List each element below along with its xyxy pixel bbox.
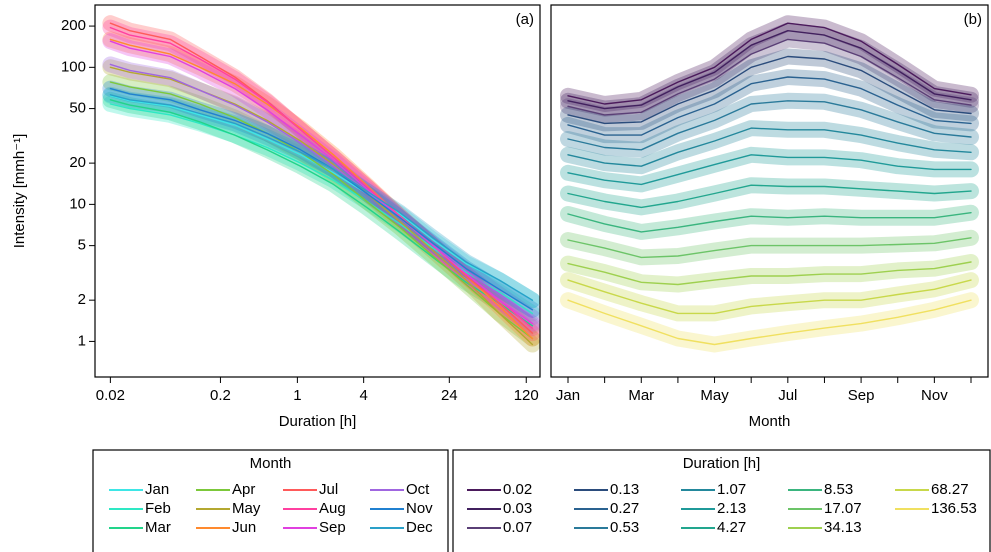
y-tick-label: 10 xyxy=(69,195,86,212)
x-tick-label: Sep xyxy=(848,387,875,404)
plot-frame xyxy=(94,4,541,378)
series-line xyxy=(567,55,972,125)
legend-box xyxy=(92,449,449,552)
series-line xyxy=(567,22,972,105)
legend-label: 0.03 xyxy=(503,500,532,517)
y-tick-label: 50 xyxy=(69,100,86,117)
legend-label: 1.07 xyxy=(717,481,746,498)
series-line xyxy=(567,237,972,259)
series-line xyxy=(567,100,972,151)
legend-label: 8.53 xyxy=(824,481,853,498)
legend-label: Dec xyxy=(406,519,433,536)
y-tick-label: 100 xyxy=(61,58,86,75)
legend-title: Duration [h] xyxy=(683,455,761,472)
plot-frame xyxy=(550,4,989,378)
y-tick-label: 5 xyxy=(78,237,86,254)
legend-label: Apr xyxy=(232,481,255,498)
legend-label: Sep xyxy=(319,519,346,536)
panel-label: (a) xyxy=(516,11,534,28)
series-line xyxy=(109,87,534,311)
legend-label: Feb xyxy=(145,500,171,517)
legend-label: 0.27 xyxy=(610,500,639,517)
series-line xyxy=(109,81,534,340)
x-tick-label: 0.02 xyxy=(96,387,125,404)
legend-label: Jan xyxy=(145,481,169,498)
y-axis-label: Intensity [mmh⁻¹] xyxy=(11,134,28,249)
legend-label: 0.53 xyxy=(610,519,639,536)
y-tick-label: 1 xyxy=(78,332,86,349)
x-tick-label: Jul xyxy=(778,387,797,404)
x-tick-label: Nov xyxy=(921,387,948,404)
legend-label: Mar xyxy=(145,519,171,536)
legend-label: 0.07 xyxy=(503,519,532,536)
legend-label: 4.27 xyxy=(717,519,746,536)
band xyxy=(560,254,979,293)
x-tick-label: 120 xyxy=(514,387,539,404)
panel: Jan Mar May Jul Sep Nov (b) Month xyxy=(550,4,989,430)
series-line xyxy=(567,261,972,286)
x-tick-label: Jan xyxy=(556,387,580,404)
series-line xyxy=(567,212,972,233)
x-tick-label: 24 xyxy=(441,387,458,404)
panel: 1 2 5 10 20 50 100 200 0.02 0.2 1 4 24 120 (a) Duration… xyxy=(11,4,541,430)
series-line xyxy=(567,154,972,186)
series-line xyxy=(567,30,972,110)
y-tick-label: 2 xyxy=(78,291,86,308)
legend-label: Oct xyxy=(406,481,430,498)
x-axis-label: Month xyxy=(749,413,791,430)
y-tick-label: 20 xyxy=(69,154,86,171)
legend-label: 0.13 xyxy=(610,481,639,498)
series-line xyxy=(567,184,972,209)
legend-label: 0.02 xyxy=(503,481,532,498)
series-line xyxy=(109,63,534,318)
series-line xyxy=(109,40,534,325)
legend-title: Month xyxy=(250,455,292,472)
x-axis-label: Duration [h] xyxy=(279,413,357,430)
x-tick-label: 1 xyxy=(293,387,301,404)
series-line xyxy=(567,299,972,346)
series-line xyxy=(567,127,972,167)
legend-label: 34.13 xyxy=(824,519,862,536)
x-tick-label: 0.2 xyxy=(210,387,231,404)
x-tick-label: 4 xyxy=(359,387,367,404)
legend: Month Jan Feb Mar Apr May Jun Jul Aug Sep Oct Nov De… xyxy=(92,449,449,552)
legend-label: 136.53 xyxy=(931,500,977,517)
series-line xyxy=(109,94,534,301)
x-tick-label: May xyxy=(700,387,729,404)
legend-label: 2.13 xyxy=(717,500,746,517)
legend-label: May xyxy=(232,500,261,517)
legend-label: Jun xyxy=(232,519,256,536)
series-line xyxy=(109,103,534,315)
band xyxy=(102,86,540,309)
legend: Duration [h] 0.02 0.03 0.07 0.13 0.27 0.53 1.07… xyxy=(452,449,991,552)
plot-area xyxy=(560,15,979,353)
legend-label: 68.27 xyxy=(931,481,969,498)
series-line xyxy=(567,76,972,136)
legend-label: Nov xyxy=(406,500,433,517)
x-tick-label: Mar xyxy=(628,387,654,404)
panel-label: (b) xyxy=(964,11,982,28)
legend-label: Jul xyxy=(319,481,338,498)
legend-label: 17.07 xyxy=(824,500,862,517)
series-line xyxy=(567,279,972,315)
series-line xyxy=(109,66,534,346)
plot-area xyxy=(102,15,540,353)
legend-box xyxy=(452,449,991,552)
y-tick-label: 200 xyxy=(61,17,86,34)
series-line xyxy=(567,38,972,116)
series-line xyxy=(109,99,534,327)
legend-label: Aug xyxy=(319,500,346,517)
